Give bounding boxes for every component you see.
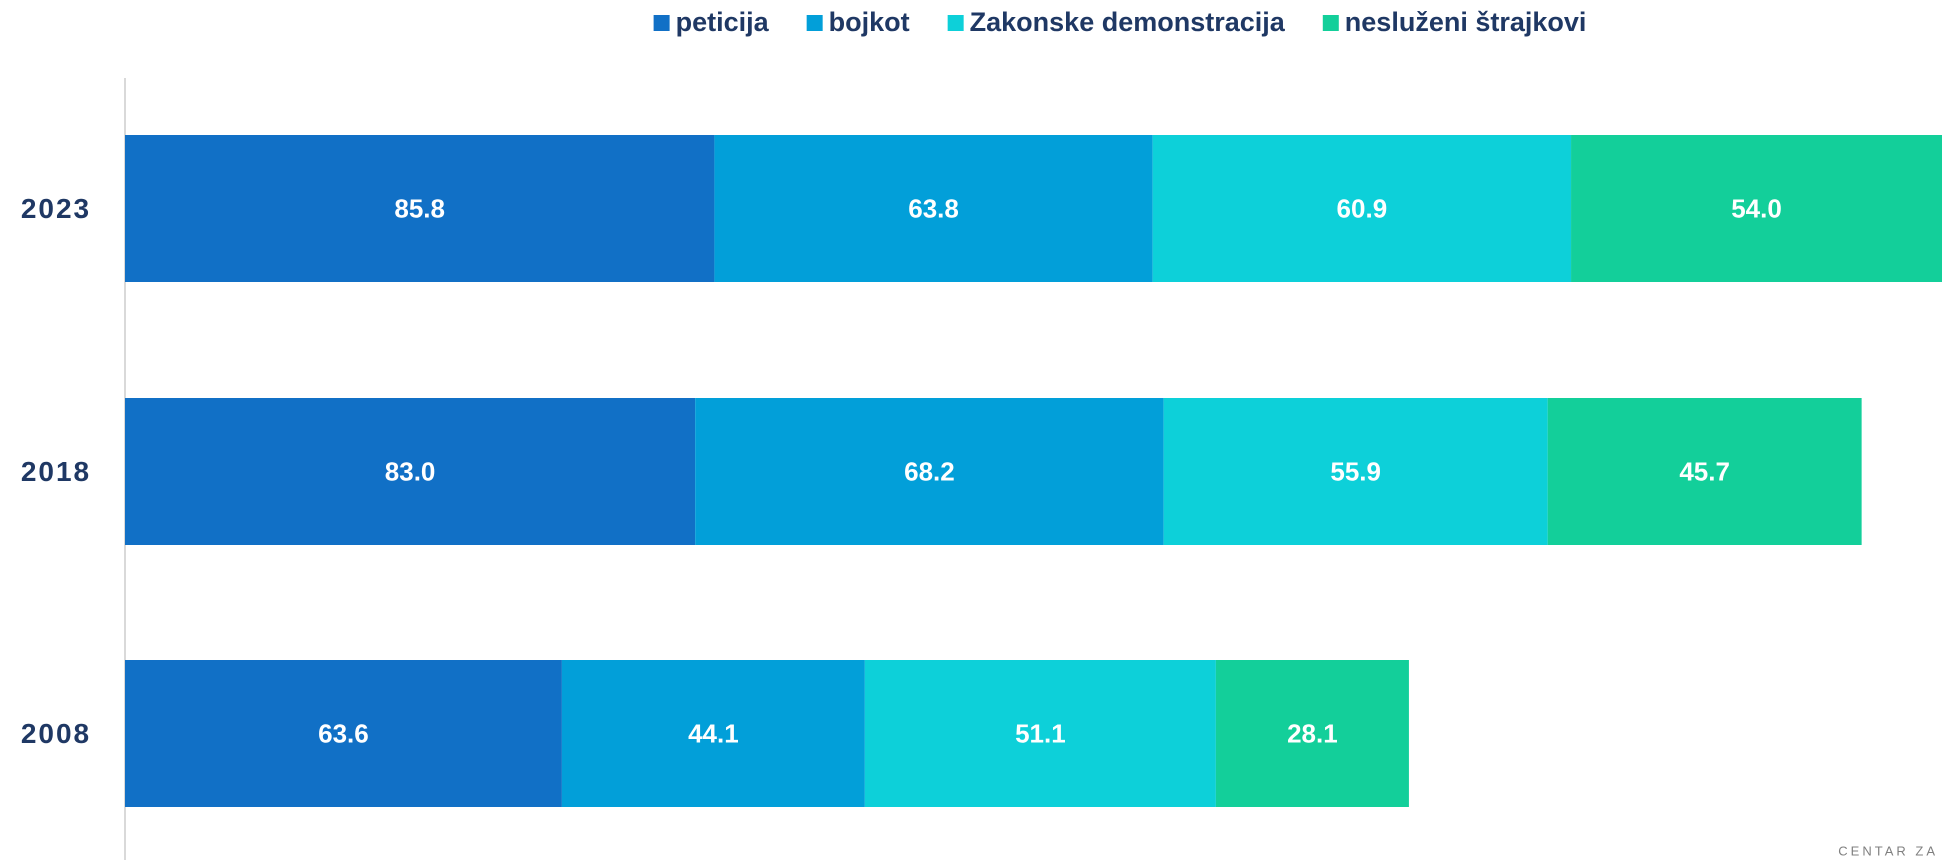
value-label: 85.8 xyxy=(394,193,445,223)
legend-label: bojkot xyxy=(829,7,910,37)
legend-swatch xyxy=(653,15,670,31)
bar-segment xyxy=(864,660,1216,807)
value-label: 63.6 xyxy=(318,718,369,748)
category-label: 2023 xyxy=(21,193,91,224)
bar-segment xyxy=(695,398,1164,545)
value-label: 45.7 xyxy=(1679,456,1730,486)
logo-text: CENTAR ZA xyxy=(1838,843,1938,858)
value-label: 63.8 xyxy=(908,193,959,223)
value-label: 28.1 xyxy=(1287,718,1338,748)
bar-segment xyxy=(1163,398,1548,545)
bar-segment xyxy=(1547,398,1862,545)
bar-segment xyxy=(714,135,1153,282)
value-label: 83.0 xyxy=(385,456,436,486)
legend-label: nesluženi štrajkovi xyxy=(1345,7,1587,37)
legend-swatch xyxy=(806,15,823,31)
category-label: 2008 xyxy=(21,718,91,749)
value-label: 68.2 xyxy=(904,456,955,486)
value-label: 44.1 xyxy=(688,718,739,748)
legend-label: Zakonske demonstracija xyxy=(970,7,1286,37)
legend-swatch xyxy=(947,15,964,31)
value-label: 55.9 xyxy=(1330,456,1381,486)
bar-segment xyxy=(1571,135,1942,282)
category-label: 2018 xyxy=(21,456,91,487)
bar-segment xyxy=(561,660,865,807)
bar-segment xyxy=(125,398,696,545)
bar-segment xyxy=(1215,660,1409,807)
bar-segment xyxy=(125,135,715,282)
legend-label: peticija xyxy=(676,7,770,37)
value-label: 60.9 xyxy=(1337,193,1388,223)
bar-segment xyxy=(125,660,562,807)
bar-segment xyxy=(1152,135,1572,282)
value-label: 51.1 xyxy=(1015,718,1066,748)
value-label: 54.0 xyxy=(1731,193,1782,223)
legend-swatch xyxy=(1322,15,1339,31)
